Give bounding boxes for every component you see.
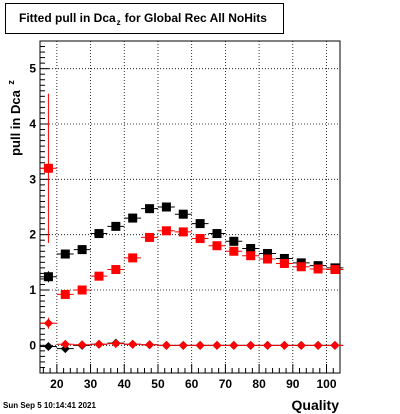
data-point-square xyxy=(77,285,87,295)
data-point-diamond xyxy=(212,340,222,350)
data-point-square xyxy=(246,251,256,261)
y-tick-label: 2 xyxy=(29,228,36,242)
data-point-diamond xyxy=(128,339,138,349)
data-point-diamond xyxy=(330,340,340,350)
data-point-diamond xyxy=(195,340,205,350)
data-point-square xyxy=(94,229,104,239)
data-point-diamond xyxy=(43,318,53,328)
data-point-square xyxy=(178,209,188,219)
data-point-square xyxy=(128,213,138,223)
x-tick-label: 90 xyxy=(286,377,300,391)
data-point-diamond xyxy=(60,339,70,349)
svg-text:pull in Dca z: pull in Dca z xyxy=(6,80,23,156)
x-tick-label: 70 xyxy=(219,377,233,391)
data-point-diamond xyxy=(296,340,306,350)
data-point-diamond xyxy=(229,340,239,350)
y-tick-label: 5 xyxy=(29,62,36,76)
x-tick-label: 20 xyxy=(50,377,64,391)
data-point-square xyxy=(263,254,273,264)
data-point-square xyxy=(279,253,289,263)
axis-ticks: 20 30 40 50 60 70 80 90 100 0 1 2 3 4 5 xyxy=(29,40,341,391)
data-point-diamond xyxy=(263,340,273,350)
data-point-square xyxy=(60,289,70,299)
x-tick-label: 30 xyxy=(84,377,98,391)
data-point-square xyxy=(111,265,121,275)
data-point-diamond xyxy=(94,339,104,349)
timestamp: Sun Sep 5 10:14:41 2021 xyxy=(3,401,96,410)
data-point-square xyxy=(229,246,239,256)
data-point-diamond xyxy=(161,340,171,350)
data-marks xyxy=(40,93,344,354)
chart-title-box: Fitted pull in Dcaz for Global Rec All No… xyxy=(5,3,284,34)
data-point-diamond xyxy=(279,340,289,350)
x-tick-label: 60 xyxy=(185,377,199,391)
data-point-square xyxy=(212,241,222,251)
data-point-diamond xyxy=(43,341,53,351)
y-axis-label-group: pull in Dca z xyxy=(6,80,23,156)
data-point-square xyxy=(212,229,222,239)
y-tick-label: 0 xyxy=(29,338,36,352)
data-point-diamond xyxy=(178,340,188,350)
plot-frame xyxy=(39,40,341,374)
data-point-square xyxy=(313,264,323,274)
data-point-square xyxy=(178,227,188,237)
x-tick-label: 80 xyxy=(252,377,266,391)
y-tick-label: 1 xyxy=(29,283,36,297)
data-point-square xyxy=(195,219,205,229)
data-point-square xyxy=(330,265,340,275)
y-axis-label-subscript: z xyxy=(6,80,16,85)
data-point-diamond xyxy=(246,340,256,350)
data-point-diamond xyxy=(145,340,155,350)
data-point-square xyxy=(43,272,53,282)
chart-title-subscript: z xyxy=(116,18,121,27)
data-point-square xyxy=(43,163,53,173)
x-tick-label: 40 xyxy=(118,377,132,391)
y-axis-label: pull in Dca xyxy=(8,89,23,156)
data-point-square xyxy=(246,244,256,253)
chart-title-rest: for Global Rec All NoHits xyxy=(124,11,267,25)
data-point-square xyxy=(94,271,104,281)
data-point-square xyxy=(128,253,138,263)
data-point-square xyxy=(263,248,273,258)
data-point-square xyxy=(111,221,121,231)
x-tick-label: 50 xyxy=(151,377,165,391)
x-tick-label: 100 xyxy=(317,377,337,391)
data-point-diamond xyxy=(77,340,87,350)
data-point-square xyxy=(161,226,171,236)
data-point-square xyxy=(60,249,70,259)
x-axis-label: Quality xyxy=(292,397,340,413)
data-point-square xyxy=(145,232,155,242)
data-point-square xyxy=(195,234,205,244)
data-point-square xyxy=(229,236,239,246)
y-tick-label: 4 xyxy=(29,117,36,131)
grid xyxy=(40,41,340,373)
data-point-square xyxy=(279,258,289,268)
chart-title: Fitted pull in Dca xyxy=(19,11,116,25)
data-point-diamond xyxy=(111,339,121,349)
data-point-diamond xyxy=(313,340,323,350)
data-point-square xyxy=(161,202,171,212)
data-point-square xyxy=(77,245,87,255)
data-point-square xyxy=(145,204,155,214)
y-tick-label: 3 xyxy=(29,172,36,186)
data-point-square xyxy=(296,262,306,272)
